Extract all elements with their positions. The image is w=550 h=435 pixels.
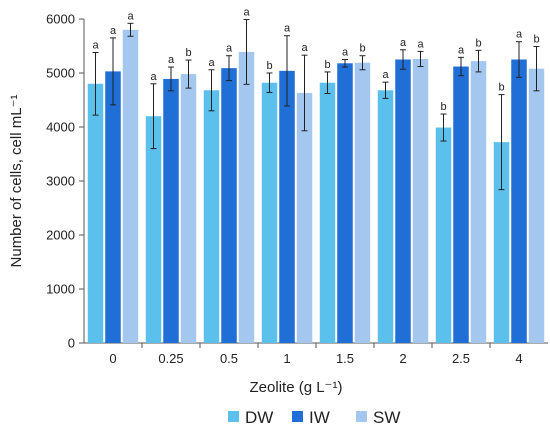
x-tick-label: 2 [399,351,406,366]
significance-letter: a [400,37,407,49]
bar-dw [435,127,452,343]
significance-letter: a [382,69,389,81]
bar-dw [87,83,104,344]
bar-dw [261,82,278,343]
significance-letter: b [266,60,272,72]
bar-iw [163,78,179,343]
significance-letter: a [417,38,424,50]
x-tick-label: 1 [283,351,290,366]
bar-sw [180,74,197,343]
significance-letter: a [110,25,117,37]
significance-letter: b [440,101,446,113]
bars [87,29,545,344]
significance-letter: a [226,43,233,55]
bar-iw [453,66,469,344]
bar-sw [122,29,139,344]
x-tick-label: 1.5 [336,351,354,366]
bar-dw [319,82,336,343]
y-axis-title: Number of cells, cell mL⁻¹ [8,95,25,268]
bar-iw [511,59,527,343]
bar-sw [354,62,371,344]
x-tick-label: 0.5 [220,351,238,366]
significance-letter: a [208,57,215,69]
y-tick-label: 5000 [46,66,75,81]
significance-letter: b [324,59,330,71]
significance-letter: a [458,44,465,56]
significance-letter: b [498,82,504,94]
bar-sw [528,68,545,344]
significance-letter: a [284,23,291,35]
legend-swatch-iw [292,411,303,422]
significance-letter: a [516,29,523,41]
significance-letter: a [150,71,157,83]
x-tick-label: 2.5 [452,351,470,366]
significance-letter: a [243,7,250,19]
bar-dw [145,116,162,343]
bar-sw [470,61,487,344]
significance-letter: b [475,37,481,49]
legend: DW IW SW [228,408,400,427]
legend-label-dw: DW [245,408,273,427]
bar-iw [337,63,353,343]
legend-swatch-sw [356,411,367,422]
significance-letter: b [185,47,191,59]
significance-letter: a [168,54,175,66]
x-tick-label: 0 [109,351,116,366]
bar-iw [105,71,121,343]
bar-sw [412,58,429,344]
significance-letter: a [127,10,134,22]
legend-label-sw: SW [373,408,400,427]
significance-letter: a [301,42,308,54]
bar-iw [395,59,411,343]
y-tick-label: 0 [68,336,75,351]
x-tick-label: 0.25 [158,351,183,366]
y-tick-label: 4000 [46,120,75,135]
y-tick-label: 3000 [46,174,75,189]
x-ticks: 0 0.25 0.5 1 1.5 2 2.5 4 [109,343,523,366]
bar-iw [279,70,295,343]
bar-sw [296,92,313,343]
significance-letter: b [533,34,539,46]
y-tick-label: 2000 [46,228,75,243]
y-tick-label: 6000 [46,12,75,27]
bar-sw [238,51,255,343]
x-axis-title: Zeolite (g L⁻¹) [250,379,343,396]
y-tick-label: 1000 [46,282,75,297]
y-ticks: 0 1000 2000 3000 4000 5000 6000 [46,12,84,351]
legend-label-iw: IW [309,408,330,427]
x-tick-label: 4 [515,351,522,366]
bar-iw [221,68,237,343]
bar-dw [203,90,220,343]
bar-dw [493,142,510,343]
error-bars [92,19,540,191]
significance-letter: a [342,47,349,59]
legend-swatch-dw [228,411,239,422]
significance-letter: a [92,39,99,51]
bar-dw [377,90,394,343]
significance-letter: b [359,43,365,55]
